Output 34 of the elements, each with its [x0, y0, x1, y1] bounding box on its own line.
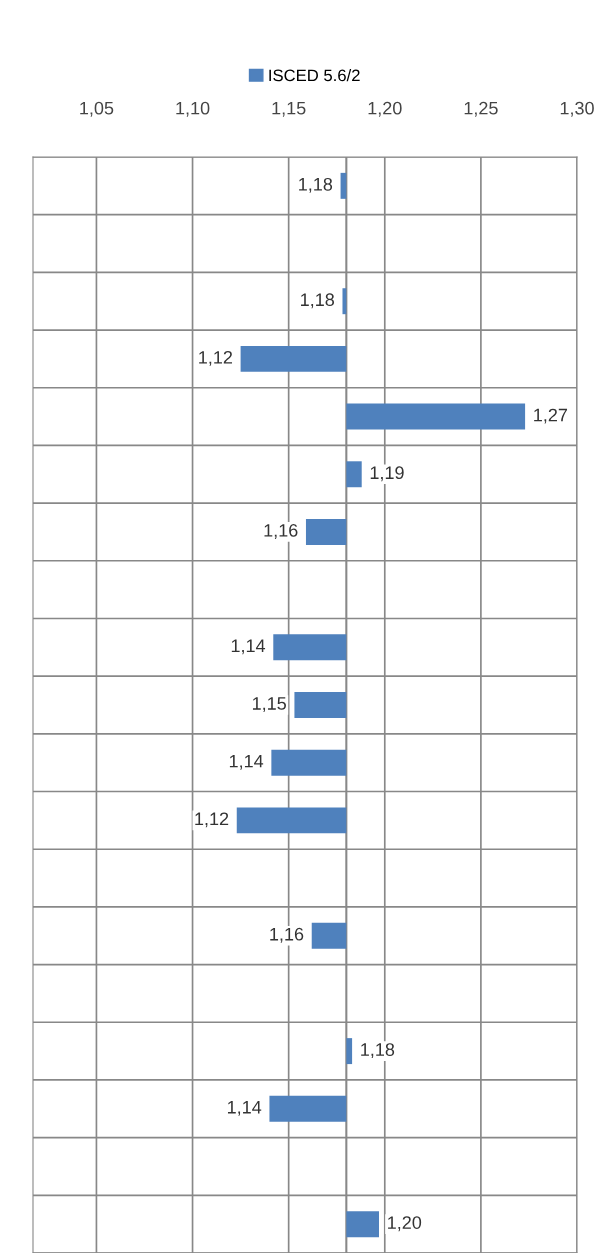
- bar: [273, 634, 347, 661]
- bar: [346, 403, 526, 430]
- data-label: 1,16: [270, 927, 304, 943]
- bar: [271, 749, 347, 776]
- data-label: 1,12: [195, 812, 229, 828]
- data-label: 1,19: [370, 466, 404, 482]
- data-label: 1,20: [388, 1216, 422, 1232]
- data-label: 1,15: [252, 697, 286, 712]
- bar: [346, 1038, 353, 1065]
- bar: [269, 1095, 347, 1122]
- data-label: 1,18: [301, 293, 335, 309]
- bar: [236, 807, 347, 834]
- bar: [294, 692, 347, 718]
- data-label: 1,18: [299, 177, 333, 193]
- bar: [346, 461, 362, 488]
- data-label: 1,14: [229, 754, 264, 770]
- data-label: 1,12: [199, 350, 233, 366]
- x-tick-label: 1,15: [272, 101, 306, 117]
- bar: [305, 518, 347, 545]
- bar: [311, 922, 347, 949]
- x-tick-label: 1,30: [560, 101, 594, 117]
- bar: [342, 288, 347, 315]
- legend-label: ISCED 5.6/2: [269, 69, 360, 82]
- x-tick-label: 1,25: [464, 101, 498, 117]
- bar: [240, 345, 347, 372]
- bar: [346, 1211, 380, 1238]
- data-label: 1,16: [264, 524, 298, 539]
- data-label: 1,14: [231, 639, 266, 655]
- data-label: 1,27: [534, 408, 568, 424]
- x-tick-label: 1,05: [80, 101, 114, 117]
- x-tick-label: 1,10: [176, 101, 210, 117]
- x-tick-label: 1,20: [368, 101, 402, 117]
- data-label: 1,18: [361, 1043, 395, 1059]
- data-label: 1,14: [227, 1101, 262, 1116]
